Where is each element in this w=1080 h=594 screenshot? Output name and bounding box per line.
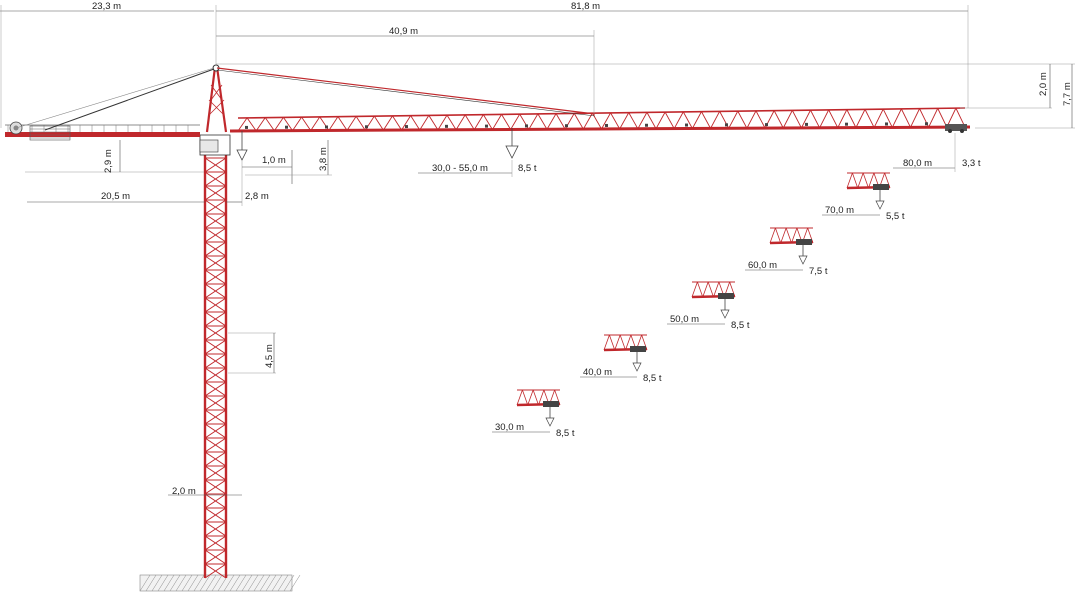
foundation xyxy=(139,574,301,592)
load-value-label: 8,5 t xyxy=(731,320,750,331)
dimension-lines xyxy=(0,5,1075,496)
label-tip-load: 3,3 t xyxy=(962,158,981,169)
label-mast-section: 4,5 m xyxy=(264,344,275,368)
counter-jib xyxy=(5,67,215,141)
load-point: 70,0 m 5,5 t xyxy=(822,172,905,222)
label-jib-length: 81,8 m xyxy=(571,1,600,12)
tower-head xyxy=(205,64,228,133)
slewing-unit xyxy=(199,134,231,156)
label-apex-height: 2,0 m xyxy=(1038,72,1049,96)
trolley-hook-tip xyxy=(945,124,967,133)
label-tie-point: 40,9 m xyxy=(389,26,418,37)
load-radius-label: 30,0 m xyxy=(495,422,524,433)
main-jib xyxy=(216,67,971,133)
label-jib-offset: 1,0 m xyxy=(262,155,286,166)
tower-mast xyxy=(203,150,228,579)
label-counter-jib-span: 20,5 m xyxy=(101,191,130,202)
load-value-label: 8,5 t xyxy=(643,373,662,384)
load-value-label: 5,5 t xyxy=(886,211,905,222)
load-value-label: 7,5 t xyxy=(809,266,828,277)
load-point: 60,0 m 7,5 t xyxy=(745,227,828,277)
load-point: 50,0 m 8,5 t xyxy=(667,281,750,331)
trolley-hook-inner xyxy=(236,131,248,161)
label-tip-radius: 80,0 m xyxy=(903,158,932,169)
label-jib-depth: 3,8 m xyxy=(318,147,329,171)
label-counter-jib-depth: 2,9 m xyxy=(103,149,114,173)
load-value-label: 8,5 t xyxy=(556,428,575,439)
load-radius-label: 50,0 m xyxy=(670,314,699,325)
label-max-load: 8,5 t xyxy=(518,163,537,174)
load-point: 40,0 m 8,5 t xyxy=(580,334,662,384)
dimension-labels: 23,3 m 81,8 m 40,9 m 2,0 m 7,7 m 2,9 m 1… xyxy=(92,1,1073,497)
load-radius-label: 40,0 m xyxy=(583,367,612,378)
trolley-hook-max xyxy=(505,128,519,159)
label-mast-width: 2,0 m xyxy=(172,486,196,497)
label-max-load-range: 30,0 - 55,0 m xyxy=(432,163,488,174)
label-total-head-height: 7,7 m xyxy=(1062,82,1073,106)
load-radius-label: 60,0 m xyxy=(748,260,777,271)
load-radius-label: 70,0 m xyxy=(825,205,854,216)
load-diagrams: 70,0 m 5,5 t 60,0 m 7,5 t 50,0 m 8,5 t 40,0 m 8… xyxy=(492,172,905,439)
load-point: 30,0 m 8,5 t xyxy=(492,389,575,439)
label-counter-jib-length: 23,3 m xyxy=(92,1,121,12)
label-slewing-width: 2,8 m xyxy=(245,191,269,202)
